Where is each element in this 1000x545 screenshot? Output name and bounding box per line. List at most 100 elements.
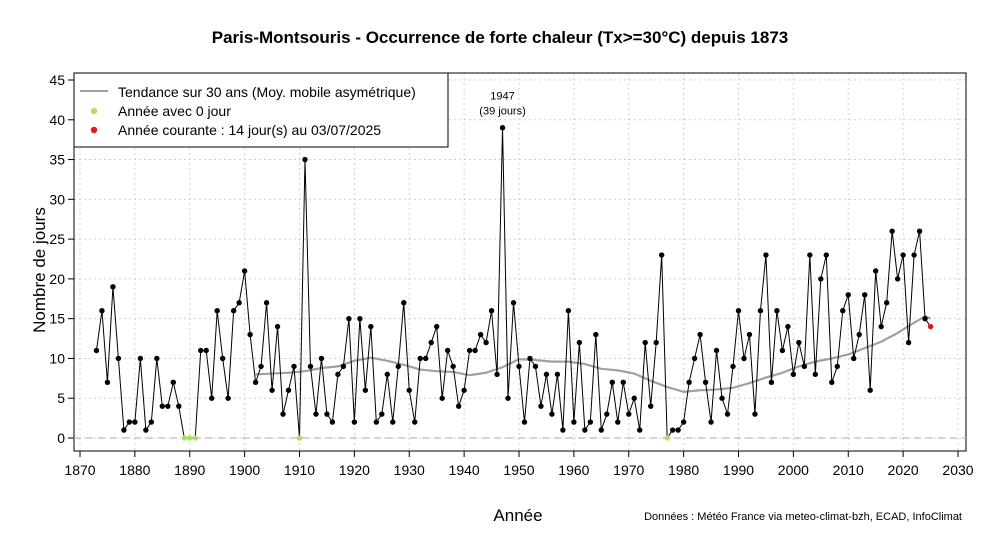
data-point	[115, 355, 122, 362]
data-point	[329, 419, 336, 425]
x-axis-label: Année	[493, 506, 543, 525]
data-point	[143, 427, 149, 433]
data-point	[324, 411, 330, 417]
data-point	[302, 156, 308, 163]
data-point	[593, 331, 599, 338]
zero-year-point	[192, 435, 198, 441]
data-point	[417, 355, 423, 362]
zero-year-point	[664, 435, 670, 441]
data-point	[604, 411, 610, 417]
data-point	[494, 371, 500, 378]
data-point	[829, 379, 835, 386]
data-point	[176, 403, 182, 409]
data-point	[883, 300, 890, 306]
x-tick-label: 1980	[668, 462, 699, 478]
data-point	[834, 363, 840, 370]
data-point	[99, 308, 105, 314]
y-tick-label: 45	[49, 72, 65, 88]
data-point	[538, 403, 544, 409]
data-point	[423, 355, 429, 362]
data-point	[527, 355, 533, 362]
x-tick-label: 2030	[942, 462, 973, 478]
y-tick-label: 10	[49, 350, 65, 366]
data-point	[620, 379, 626, 386]
data-point	[230, 308, 237, 314]
data-point	[483, 339, 489, 346]
data-point	[757, 308, 764, 314]
y-tick-label: 35	[49, 152, 65, 168]
data-point	[735, 308, 742, 314]
data-point	[510, 300, 517, 306]
x-tick-label: 1880	[119, 462, 150, 478]
data-point	[549, 411, 555, 417]
data-point	[872, 268, 879, 274]
x-tick-label: 1970	[613, 462, 644, 478]
data-point	[818, 276, 824, 282]
data-point	[455, 403, 462, 409]
legend-trend-label: Tendance sur 30 ans (Moy. mobile asymétr…	[118, 84, 416, 100]
data-point	[384, 371, 390, 378]
data-point	[148, 419, 155, 425]
data-point	[477, 331, 484, 338]
data-point	[752, 411, 758, 417]
legend: Tendance sur 30 ans (Moy. mobile asymétr…	[73, 72, 449, 148]
data-point	[543, 371, 550, 378]
data-point	[609, 379, 615, 386]
data-point	[779, 347, 786, 354]
data-point	[680, 419, 687, 425]
data-point	[571, 419, 577, 425]
data-point	[154, 355, 160, 362]
data-point	[521, 419, 528, 425]
data-point	[658, 252, 665, 258]
data-point	[373, 419, 380, 425]
axis-layer: 1870 1880 1890 1900 1910 1920 1930 1940 1950 1960…	[49, 72, 973, 478]
data-point	[412, 419, 418, 425]
data-point	[340, 363, 347, 370]
data-point	[362, 387, 369, 393]
data-point	[916, 228, 923, 234]
data-point	[560, 427, 566, 433]
data-point	[637, 427, 643, 433]
data-point	[488, 308, 495, 314]
x-tick-label: 1990	[723, 462, 754, 478]
data-point	[905, 339, 912, 346]
data-point	[225, 395, 231, 401]
x-tick-label: 2020	[888, 462, 919, 478]
data-point	[126, 419, 133, 425]
data-point	[165, 403, 171, 409]
data-point	[713, 347, 720, 354]
data-point	[110, 284, 116, 290]
data-point	[307, 363, 314, 370]
data-point	[351, 419, 358, 425]
data-point	[922, 315, 928, 322]
data-point	[911, 252, 917, 258]
plot-frame	[73, 72, 967, 452]
y-tick-label: 30	[49, 191, 65, 207]
data-point	[505, 395, 511, 401]
legend-current-swatch	[90, 126, 98, 134]
zero-year-point	[187, 435, 193, 441]
data-point	[878, 323, 884, 330]
data-point	[444, 347, 451, 354]
data-point	[198, 347, 204, 354]
data-point	[565, 308, 572, 314]
data-point	[626, 411, 632, 417]
data-point	[390, 419, 396, 425]
data-point	[346, 315, 352, 322]
grid-layer	[74, 73, 966, 451]
zero-year-point	[296, 435, 303, 441]
data-point	[219, 355, 226, 362]
x-tick-label: 2010	[833, 462, 864, 478]
data-point	[258, 363, 264, 370]
data-point	[121, 427, 127, 433]
data-point	[856, 331, 862, 338]
data-point	[812, 371, 819, 378]
data-point	[395, 363, 401, 370]
legend-current-label: Année courante : 14 jour(s) au 03/07/202…	[118, 122, 381, 138]
data-point	[768, 379, 775, 386]
y-tick-label: 40	[49, 112, 65, 128]
x-tick-label: 1890	[174, 462, 205, 478]
data-point	[252, 379, 259, 386]
data-point	[406, 387, 412, 393]
